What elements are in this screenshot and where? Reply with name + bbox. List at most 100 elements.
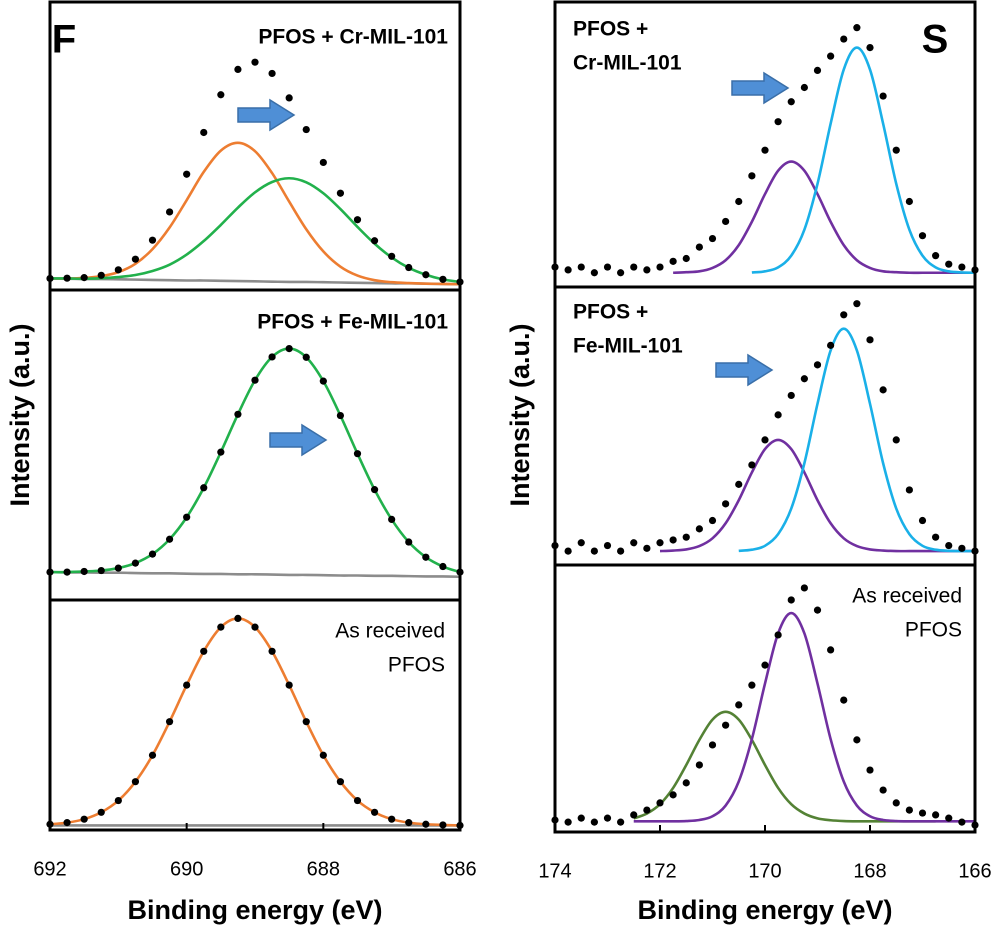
data-point	[918, 516, 927, 525]
data-point	[336, 778, 345, 786]
data-point	[217, 623, 225, 631]
annotation: PFOS	[905, 619, 962, 642]
data-point	[200, 484, 208, 492]
data-point	[748, 681, 756, 689]
data-point	[439, 275, 447, 283]
data-point	[656, 539, 664, 547]
data-point	[879, 786, 887, 794]
data-point	[439, 821, 447, 829]
data-point	[217, 91, 225, 99]
data-point	[932, 811, 940, 819]
data-point	[722, 721, 730, 729]
data-point	[722, 500, 730, 508]
data-point	[302, 125, 310, 134]
data-point	[165, 535, 174, 543]
data-point	[388, 252, 396, 260]
fit-curve	[751, 46, 976, 275]
data-point	[183, 513, 191, 521]
data-point	[268, 647, 276, 655]
x-axis-label: Binding energy (eV)	[637, 895, 892, 925]
data-point	[892, 436, 900, 444]
data-point	[131, 255, 140, 263]
annotation: PFOS	[388, 654, 445, 677]
data-point	[682, 779, 690, 787]
data-point	[630, 811, 638, 819]
data-point	[251, 58, 259, 66]
data-point	[827, 646, 835, 654]
data-point	[695, 525, 703, 533]
x-tick-label: 688	[307, 858, 340, 880]
x-tick-label: 174	[538, 860, 571, 882]
data-point	[302, 353, 310, 361]
x-tick-label: 168	[853, 860, 886, 882]
data-point	[840, 35, 848, 43]
data-point	[892, 146, 900, 154]
data-point	[80, 274, 88, 282]
data-point	[590, 269, 598, 277]
data-point	[80, 815, 88, 823]
data-point	[439, 562, 447, 571]
shift-arrow	[237, 98, 296, 132]
data-point	[617, 818, 625, 826]
data-point	[564, 266, 572, 274]
data-point	[114, 796, 122, 805]
x-tick-label: 690	[170, 858, 203, 880]
data-point	[735, 197, 743, 206]
panel-frame	[48, 598, 462, 832]
data-point	[905, 806, 913, 814]
data-point	[165, 718, 174, 726]
x-tick-label: 166	[958, 860, 991, 882]
x-axis-label: Binding energy (eV)	[127, 895, 382, 925]
data-point	[388, 815, 396, 823]
data-point	[370, 808, 379, 816]
data-point	[131, 778, 140, 786]
data-point	[234, 410, 242, 418]
panel-frame	[48, 288, 462, 602]
data-point	[564, 818, 572, 826]
data-point	[840, 696, 848, 704]
data-point	[761, 436, 769, 444]
data-point	[932, 252, 940, 260]
data-point	[669, 257, 677, 265]
data-point	[695, 243, 703, 251]
data-point	[761, 146, 769, 154]
fit-curve	[659, 438, 975, 553]
data-point	[813, 606, 822, 614]
data-point	[577, 814, 585, 822]
data-point	[183, 681, 191, 689]
data-point	[251, 623, 259, 631]
data-point	[840, 311, 848, 319]
data-point	[353, 450, 362, 458]
data-point	[630, 263, 638, 271]
data-point	[708, 741, 717, 749]
data-point	[879, 386, 887, 394]
data-point	[853, 300, 861, 308]
data-point	[405, 263, 413, 272]
data-point	[774, 411, 782, 419]
data-point	[370, 237, 379, 245]
x-tick-label: 692	[33, 858, 66, 880]
data-point	[97, 808, 105, 816]
data-point	[827, 341, 835, 349]
data-point	[319, 377, 327, 385]
y-axis-label: Intensity (a.u.)	[505, 323, 535, 506]
data-point	[761, 661, 769, 669]
panel-frame	[553, 563, 977, 834]
fit-curve	[49, 176, 461, 284]
data-point	[564, 547, 572, 555]
data-point	[422, 553, 430, 561]
panel-label: S	[922, 18, 949, 62]
data-point	[319, 158, 327, 167]
data-point	[774, 118, 782, 126]
annotation: PFOS +	[573, 301, 648, 324]
fit-curve	[633, 611, 975, 823]
data-point	[285, 681, 293, 689]
shift-arrow	[715, 353, 774, 387]
data-point	[656, 263, 664, 271]
data-point	[285, 94, 293, 102]
annotation: As received	[852, 585, 962, 608]
data-point	[866, 766, 874, 774]
data-point	[114, 564, 122, 572]
data-point	[800, 83, 808, 92]
